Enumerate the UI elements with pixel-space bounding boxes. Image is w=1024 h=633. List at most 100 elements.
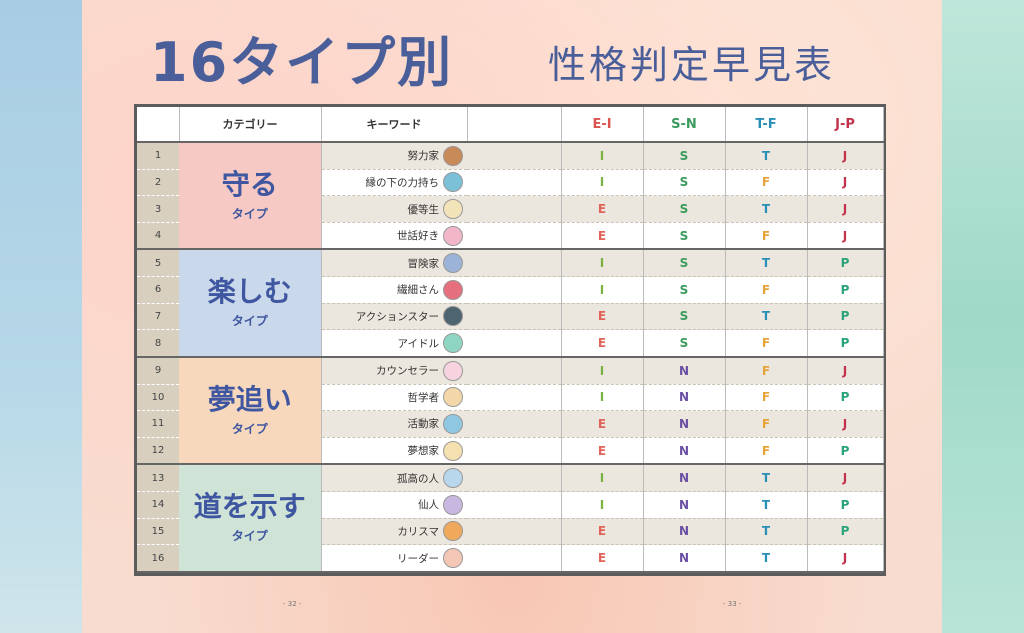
jp-value: J [807,142,884,170]
blank-cell [467,222,562,251]
ei-value: E [561,410,644,438]
row-number: 1 [137,142,179,170]
jp-value: P [807,384,884,412]
category-cell: 楽しむ タイプ [179,249,321,358]
row-number: 13 [137,464,179,493]
tf-value: F [725,356,808,385]
jp-value: P [807,276,884,304]
tf-value: F [725,410,808,438]
keyword-label: 哲学者 [407,391,440,404]
blank-cell [467,384,562,412]
row-number: 6 [137,276,179,304]
keyword-cell: 縁の下の力持ち [320,169,467,197]
keyword-cell: アイドル [320,329,467,358]
sn-value: N [643,384,726,412]
keyword-cell: 優等生 [320,195,467,223]
header-number [137,107,180,143]
row-number: 16 [137,544,179,574]
ei-value: I [561,356,644,385]
leader-face-icon [443,548,463,569]
left-page-edge [0,0,82,633]
blank-cell [467,437,562,466]
category-sub: タイプ [231,314,268,329]
pink-face-icon [443,225,463,246]
sn-value: S [643,142,726,170]
sn-value: N [643,491,726,519]
table-row: 10 哲学者 I N F P [137,384,884,412]
blank-cell [467,464,562,493]
jp-value: J [807,410,884,438]
ei-value: I [561,276,644,304]
charisma-face-icon [443,521,463,542]
sn-value: S [643,329,726,358]
ei-value: E [561,437,644,466]
table-row: 6 繊細さん I S F P [137,276,884,304]
table-row: 12 夢想家 E N F P [137,437,884,466]
tf-value: F [725,329,808,358]
header-category: カテゴリー [179,107,322,143]
keyword-label: 仙人 [418,499,439,512]
keyword-label: 冒険家 [407,257,440,270]
keyword-cell: リーダー [320,544,467,574]
row-number: 9 [137,356,179,385]
ei-value: I [561,464,644,493]
keyword-cell: 孤高の人 [320,464,467,493]
blank-cell [467,276,562,304]
sn-value: N [643,544,726,574]
idol-face-icon [443,333,463,354]
jp-value: P [807,303,884,331]
tf-value: T [725,142,808,170]
ei-value: E [561,329,644,358]
sn-value: S [643,169,726,197]
keyword-cell: 冒険家 [320,249,467,278]
keyword-cell: 世話好き [320,222,467,251]
tf-value: F [725,169,808,197]
ei-value: I [561,384,644,412]
blank-cell [467,356,562,385]
row-number: 14 [137,491,179,519]
blank-cell [467,518,562,546]
jp-value: P [807,249,884,278]
header-ei: E-I [561,107,644,143]
blank-cell [467,544,562,574]
row-number: 15 [137,518,179,546]
keyword-cell: 哲学者 [320,384,467,412]
keyword-label: 繊細さん [397,284,439,297]
row-number: 11 [137,410,179,438]
table-row: 8 アイドル E S F P [137,329,884,358]
hooded-face-icon [443,172,463,193]
counselor-face-icon [443,360,463,381]
table-row: 15 カリスマ E N T P [137,518,884,546]
dreamer-face-icon [443,440,463,461]
sn-value: N [643,356,726,385]
personality-table: カテゴリー キーワード E-I S-N T-F J-P 1 守る タイプ 努力家 I S T… [134,104,886,576]
table-row: 7 アクションスター E S T P [137,303,884,331]
row-number: 8 [137,329,179,358]
keyword-label: アクションスター [355,310,439,323]
page-number-left: - 32 - [283,600,302,608]
worker-face-icon [443,145,463,166]
blank-cell [467,195,562,223]
blank-cell [467,169,562,197]
tf-value: F [725,222,808,251]
tf-value: T [725,544,808,574]
sn-value: S [643,303,726,331]
sn-value: N [643,437,726,466]
jp-value: P [807,491,884,519]
table-row: 14 仙人 I N T P [137,491,884,519]
jp-value: J [807,195,884,223]
tf-value: F [725,384,808,412]
sn-value: S [643,222,726,251]
category-name: 道を示す [193,490,306,524]
row-number: 4 [137,222,179,251]
table-row: 16 リーダー E N T J [137,544,884,574]
header-sn: S-N [643,107,726,143]
page-number-right: - 33 - [723,600,742,608]
glasses-face-icon [443,199,463,219]
page-subtitle: 性格判定早見表 [548,43,836,87]
header-blank [467,107,562,143]
tf-value: T [725,249,808,278]
tf-value: T [725,195,808,223]
tf-value: T [725,491,808,519]
tf-value: T [725,518,808,546]
